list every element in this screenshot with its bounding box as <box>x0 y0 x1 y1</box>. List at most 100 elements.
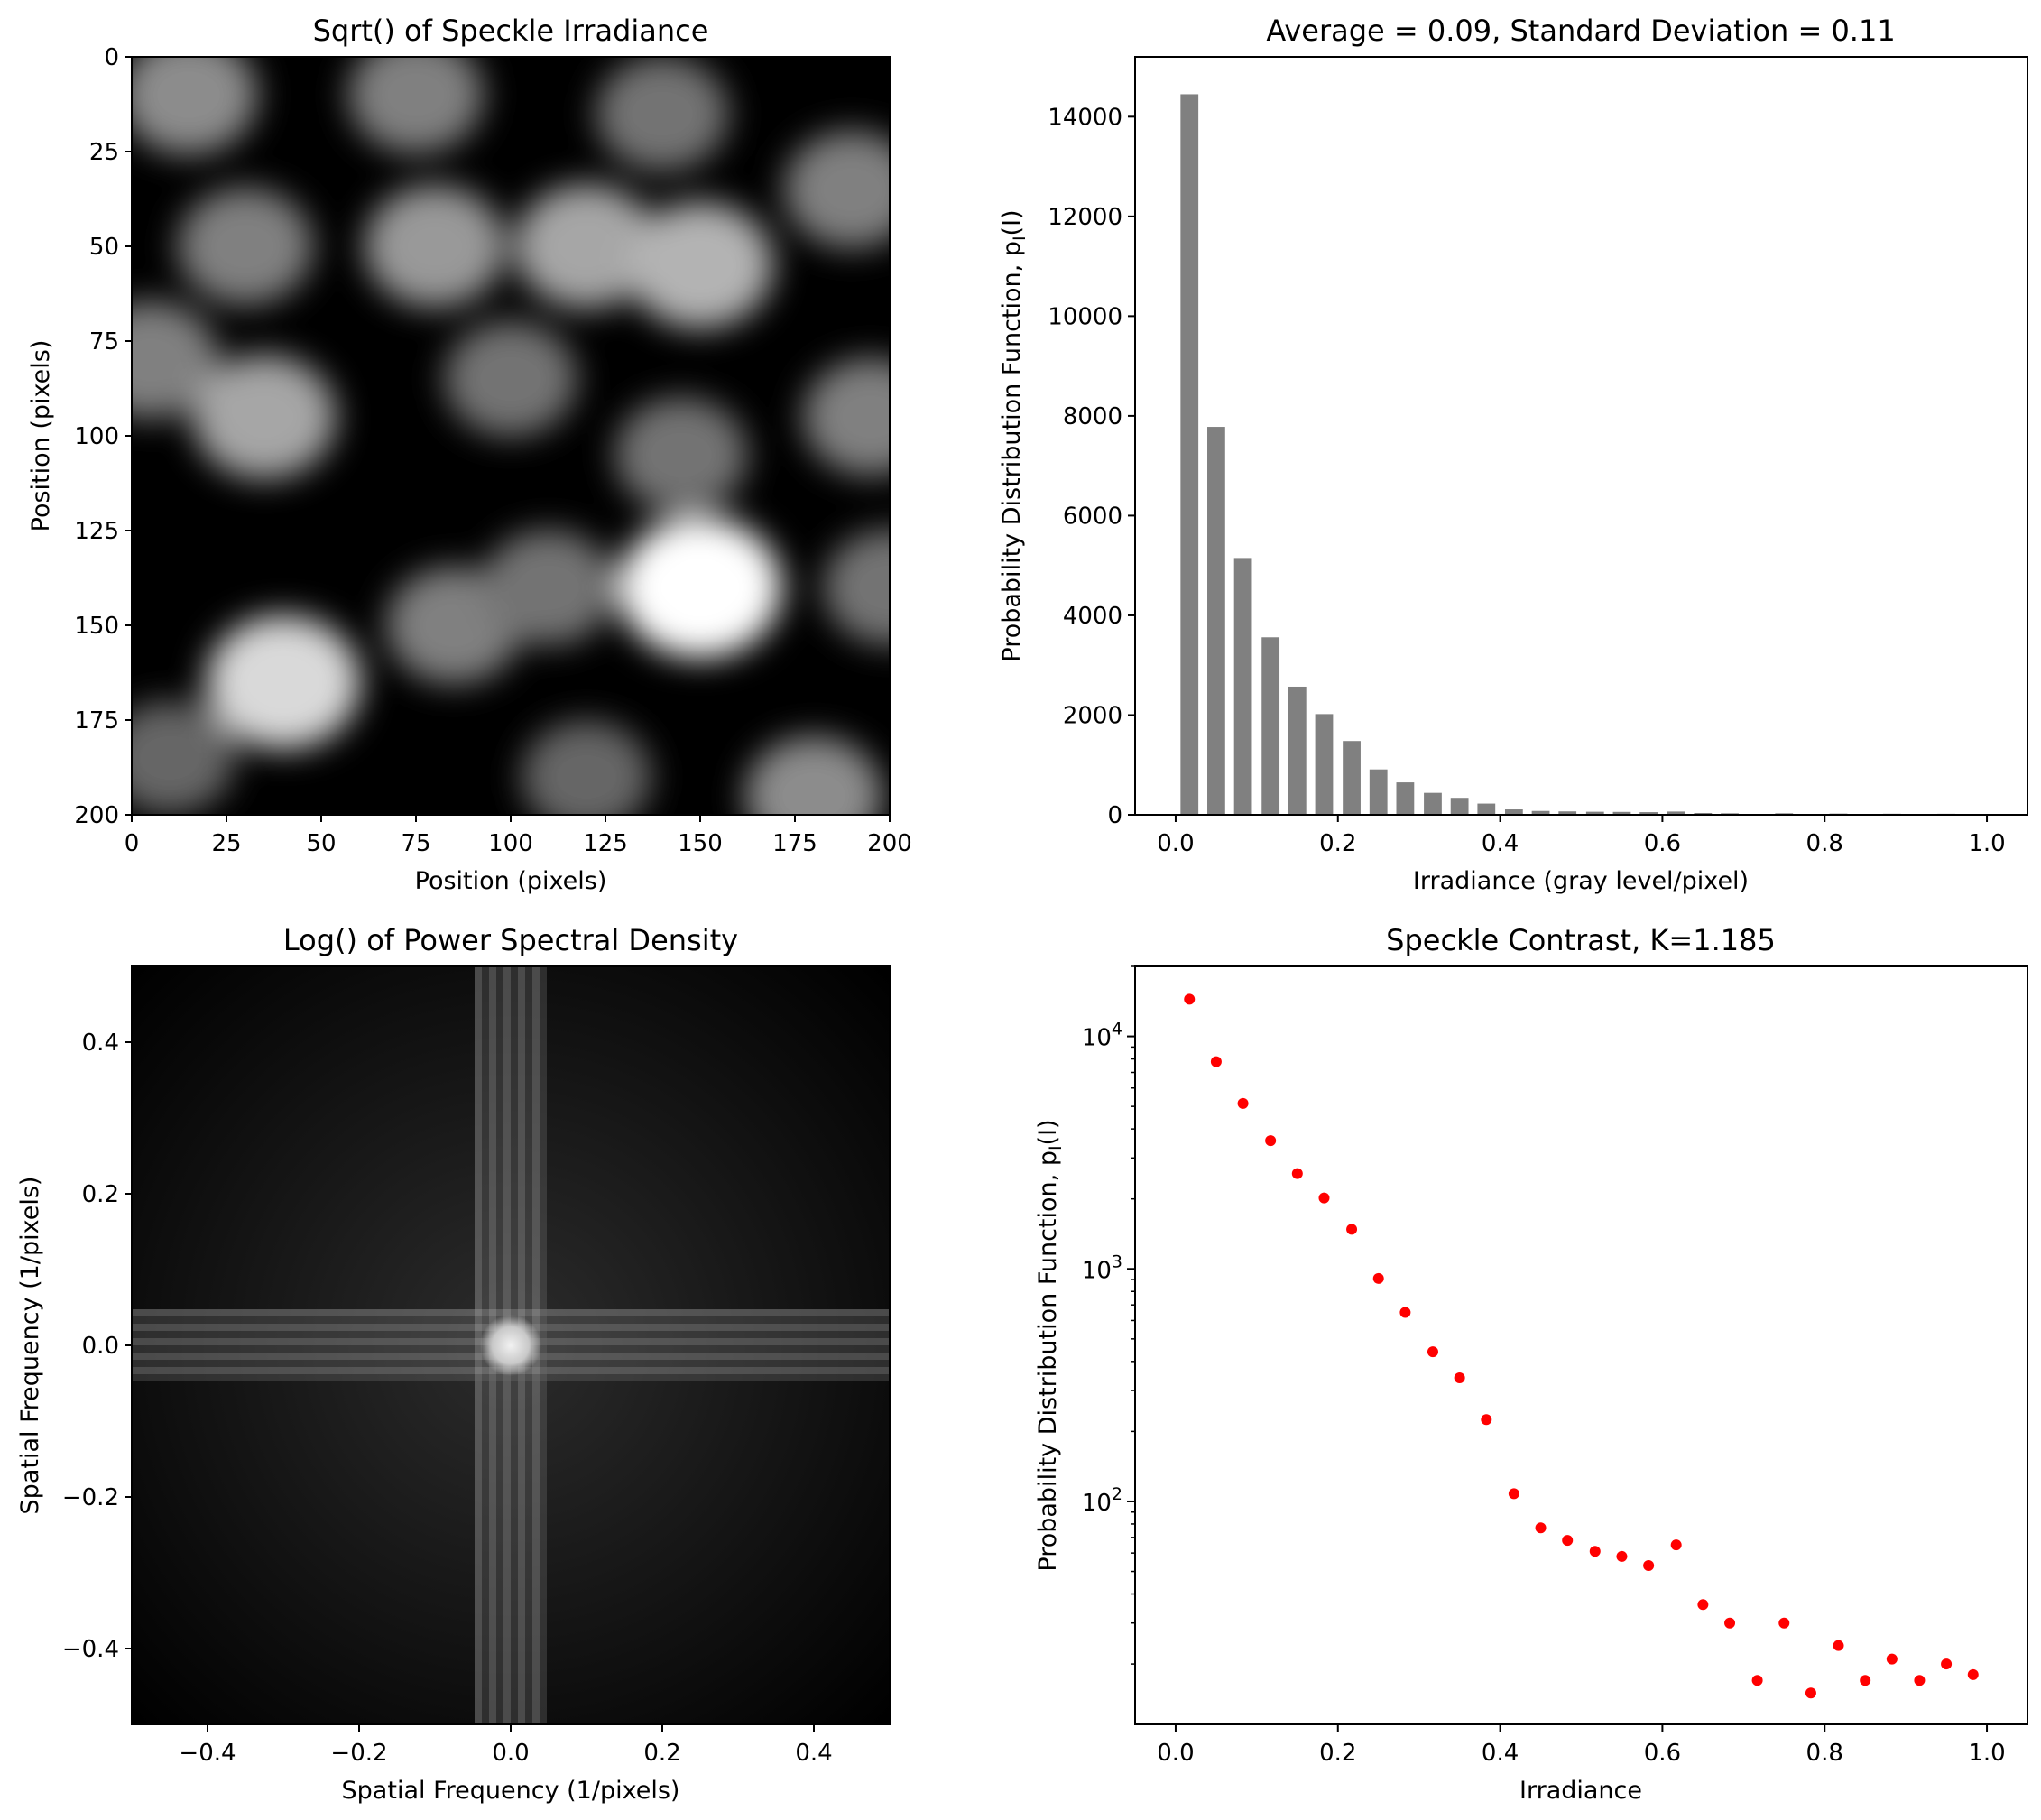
x-tick-label: 0.2 <box>1319 830 1356 857</box>
panel-title: Average = 0.09, Standard Deviation = 0.1… <box>1266 14 1895 48</box>
histogram-bar <box>1343 741 1361 815</box>
scatter-point <box>1589 1546 1601 1557</box>
y-axis-ticks: 0 2000 4000 6000 8000 10000 12000 14000 <box>1048 104 1135 829</box>
x-tick-label: 0.8 <box>1806 830 1843 857</box>
scatter-point <box>1184 993 1196 1005</box>
speckle-image-panel: Sqrt() of Speckle Irradiance Position (p… <box>27 14 912 895</box>
y-axis-label: Position (pixels) <box>27 340 55 532</box>
y-tick-label: 104 <box>1082 1020 1122 1052</box>
scatter-point <box>1616 1550 1628 1562</box>
histogram-bar <box>1369 769 1388 815</box>
y-tick-label: 0.2 <box>82 1181 119 1208</box>
scatter-point <box>1291 1168 1303 1179</box>
psd-center-peak <box>480 1315 541 1376</box>
x-axis-label: Position (pixels) <box>415 867 607 895</box>
y-tick-label: 14000 <box>1048 104 1122 131</box>
panel-title: Sqrt() of Speckle Irradiance <box>313 14 709 48</box>
histogram-bar <box>1424 792 1442 815</box>
y-tick-label: 25 <box>89 139 119 166</box>
scatter-point <box>1535 1522 1547 1534</box>
x-tick-label: 125 <box>583 830 628 857</box>
x-tick-label: 0.2 <box>643 1740 680 1767</box>
x-tick-label: 0.4 <box>1482 830 1519 857</box>
scatter-point <box>1670 1539 1682 1551</box>
speckle-spot <box>744 735 883 815</box>
speckle-spot <box>522 720 651 815</box>
speckle-spot <box>823 530 890 645</box>
x-tick-label: 0.0 <box>1157 1740 1194 1767</box>
scatter-point <box>1860 1675 1871 1686</box>
psd-vertical-band <box>475 966 482 1724</box>
x-tick-label: 75 <box>401 830 430 857</box>
scatter-point <box>1778 1617 1790 1629</box>
y-tick-label: 0 <box>1107 802 1122 829</box>
y-tick-label: 4000 <box>1063 603 1122 630</box>
x-tick-label: 0.4 <box>795 1740 832 1767</box>
x-tick-label: 0.2 <box>1319 1740 1356 1767</box>
y-tick-label: 6000 <box>1063 503 1122 530</box>
y-tick-label: 10000 <box>1048 303 1122 330</box>
histogram-bar <box>1477 803 1496 815</box>
scatter-point <box>1210 1056 1222 1067</box>
scatter-point <box>1346 1224 1358 1235</box>
y-tick-label: 50 <box>89 234 119 261</box>
y-tick-label: 12000 <box>1048 204 1122 231</box>
speckle-spot <box>178 188 313 305</box>
scatter-point <box>1454 1372 1465 1384</box>
histogram-bar <box>1667 811 1685 815</box>
scatter-point <box>1265 1135 1277 1147</box>
y-axis-label: Probability Distribution Function, pI(I) <box>998 209 1030 661</box>
scatter-point <box>1914 1675 1926 1686</box>
x-axis-label: Irradiance (gray level/pixel) <box>1413 867 1749 895</box>
scatter-frame <box>1134 965 2028 1725</box>
speckle-spot <box>206 614 361 750</box>
speckle-spot <box>803 358 890 476</box>
x-axis-ticks: 0 25 50 75 100 125 150 175 200 <box>125 815 912 857</box>
x-axis-label: Spatial Frequency (1/pixels) <box>342 1777 680 1805</box>
speckle-spot <box>365 185 505 308</box>
speckle-spot <box>614 397 748 513</box>
histogram-bar <box>1585 811 1604 815</box>
y-tick-label: 8000 <box>1063 403 1122 430</box>
histogram-bar <box>1396 782 1415 815</box>
histogram-bar <box>1207 427 1225 815</box>
x-tick-label: 1.0 <box>1968 1740 2005 1767</box>
panel-title: Speckle Contrast, K=1.185 <box>1386 923 1776 957</box>
psd-horizontal-band <box>132 1374 890 1381</box>
speckle-spot <box>619 517 781 658</box>
y-tick-label: 200 <box>74 802 119 829</box>
x-axis-ticks: 0.0 0.2 0.4 0.6 0.8 1.0 <box>1157 1724 2006 1767</box>
speckle-spot <box>596 57 729 171</box>
y-tick-label: 2000 <box>1063 702 1122 729</box>
histogram-panel: Average = 0.09, Standard Deviation = 0.1… <box>998 14 2028 895</box>
scatter-point <box>1805 1687 1816 1699</box>
x-tick-label: 200 <box>867 830 912 857</box>
scatter-point <box>1697 1599 1709 1611</box>
histogram-bar <box>1315 714 1334 815</box>
scatter-point <box>1751 1675 1763 1686</box>
y-tick-label: 0.4 <box>82 1030 119 1057</box>
speckle-image <box>132 57 890 815</box>
scatter-point <box>1508 1488 1519 1500</box>
speckle-spot <box>514 184 659 309</box>
x-tick-label: 0.0 <box>1157 830 1194 857</box>
scatter-point <box>1967 1668 1979 1680</box>
scatter-point <box>1643 1560 1655 1572</box>
x-axis-label: Irradiance <box>1519 1777 1642 1805</box>
x-tick-label: 100 <box>488 830 533 857</box>
histogram-bar <box>1233 558 1252 815</box>
x-tick-label: 175 <box>772 830 817 857</box>
scatter-point <box>1427 1346 1438 1358</box>
scatter-point <box>1833 1640 1844 1651</box>
histogram-frame <box>1134 56 2028 816</box>
y-axis-ticks: 104 103 102 <box>1082 965 1135 1665</box>
y-tick-label: 100 <box>74 423 119 450</box>
histogram-bar <box>1288 686 1307 815</box>
y-tick-label: 0 <box>104 44 119 71</box>
y-tick-label: 175 <box>74 707 119 734</box>
y-axis-ticks: 0.4 0.2 0.0 −0.2 −0.4 <box>62 1030 132 1663</box>
scatter-points <box>1184 993 1979 1699</box>
x-tick-label: 0.0 <box>492 1740 529 1767</box>
y-tick-label: 75 <box>89 328 119 356</box>
histogram-bar <box>1531 810 1550 815</box>
